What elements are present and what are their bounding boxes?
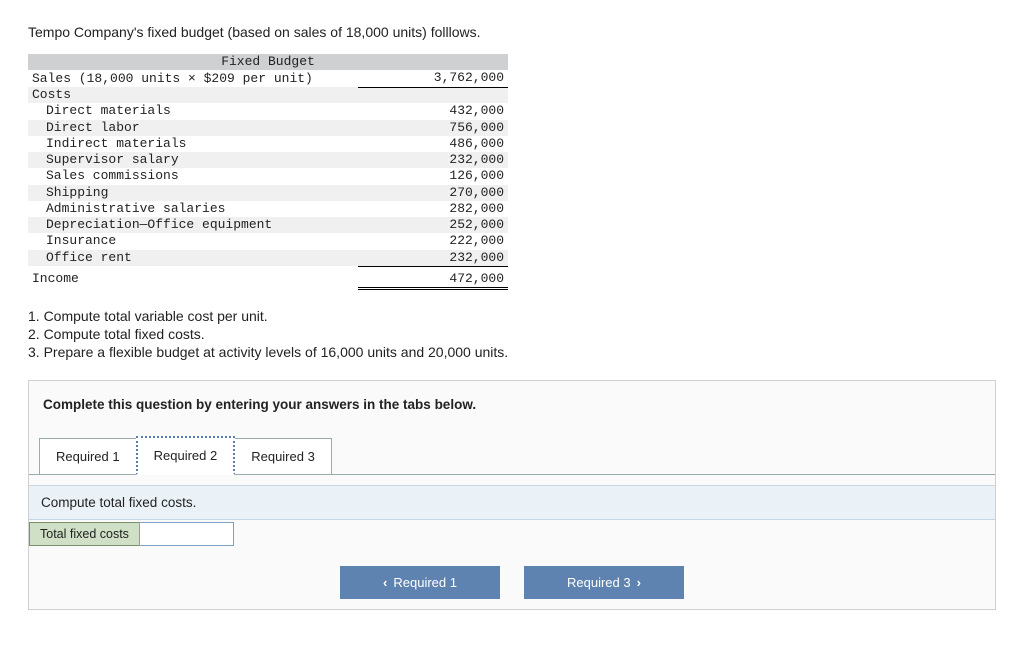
cost-value: 232,000 <box>358 250 508 267</box>
chevron-right-icon: › <box>637 575 641 590</box>
cost-label: Office rent <box>28 250 358 267</box>
nav-buttons: ‹ Required 1 Required 3 › <box>29 546 995 609</box>
cost-label: Insurance <box>28 233 358 249</box>
prev-label: Required 1 <box>393 575 457 590</box>
sales-value: 3,762,000 <box>358 70 508 87</box>
question-2: 2. Compute total fixed costs. <box>28 326 996 342</box>
sales-label: Sales (18,000 units × $209 per unit) <box>28 70 358 87</box>
answer-row: Total fixed costs <box>29 520 995 546</box>
cost-label: Depreciation—Office equipment <box>28 217 358 233</box>
cost-label: Sales commissions <box>28 168 358 184</box>
cost-label: Shipping <box>28 185 358 201</box>
cost-value: 232,000 <box>358 152 508 168</box>
prev-button[interactable]: ‹ Required 1 <box>340 566 500 599</box>
cost-label: Indirect materials <box>28 136 358 152</box>
cost-value: 270,000 <box>358 185 508 201</box>
cost-value: 756,000 <box>358 120 508 136</box>
question-3: 3. Prepare a flexible budget at activity… <box>28 344 996 360</box>
cost-label: Administrative salaries <box>28 201 358 217</box>
question-list: 1. Compute total variable cost per unit.… <box>28 308 996 360</box>
chevron-left-icon: ‹ <box>383 575 387 590</box>
answer-label: Total fixed costs <box>29 522 140 546</box>
intro-text: Tempo Company's fixed budget (based on s… <box>28 24 996 40</box>
income-label: Income <box>28 266 358 288</box>
tab-required-3[interactable]: Required 3 <box>234 438 332 475</box>
cost-label: Direct materials <box>28 103 358 119</box>
fixed-budget-table: Fixed Budget Sales (18,000 units × $209 … <box>28 54 508 290</box>
answer-input[interactable] <box>139 522 234 546</box>
budget-header: Fixed Budget <box>28 54 508 70</box>
income-value: 472,000 <box>358 266 508 288</box>
tab-required-1[interactable]: Required 1 <box>39 438 137 475</box>
cost-value: 252,000 <box>358 217 508 233</box>
panel-instruction: Complete this question by entering your … <box>29 381 995 436</box>
cost-value: 126,000 <box>358 168 508 184</box>
cost-label: Direct labor <box>28 120 358 136</box>
costs-label: Costs <box>28 87 358 103</box>
cost-value: 432,000 <box>358 103 508 119</box>
question-1: 1. Compute total variable cost per unit. <box>28 308 996 324</box>
cost-value: 486,000 <box>358 136 508 152</box>
tab-bar: Required 1Required 2Required 3 <box>29 436 995 475</box>
cost-label: Supervisor salary <box>28 152 358 168</box>
sub-prompt: Compute total fixed costs. <box>29 485 995 520</box>
cost-value: 282,000 <box>358 201 508 217</box>
cost-value: 222,000 <box>358 233 508 249</box>
answer-panel: Complete this question by entering your … <box>28 380 996 610</box>
next-label: Required 3 <box>567 575 631 590</box>
next-button[interactable]: Required 3 › <box>524 566 684 599</box>
tab-required-2[interactable]: Required 2 <box>136 436 236 475</box>
